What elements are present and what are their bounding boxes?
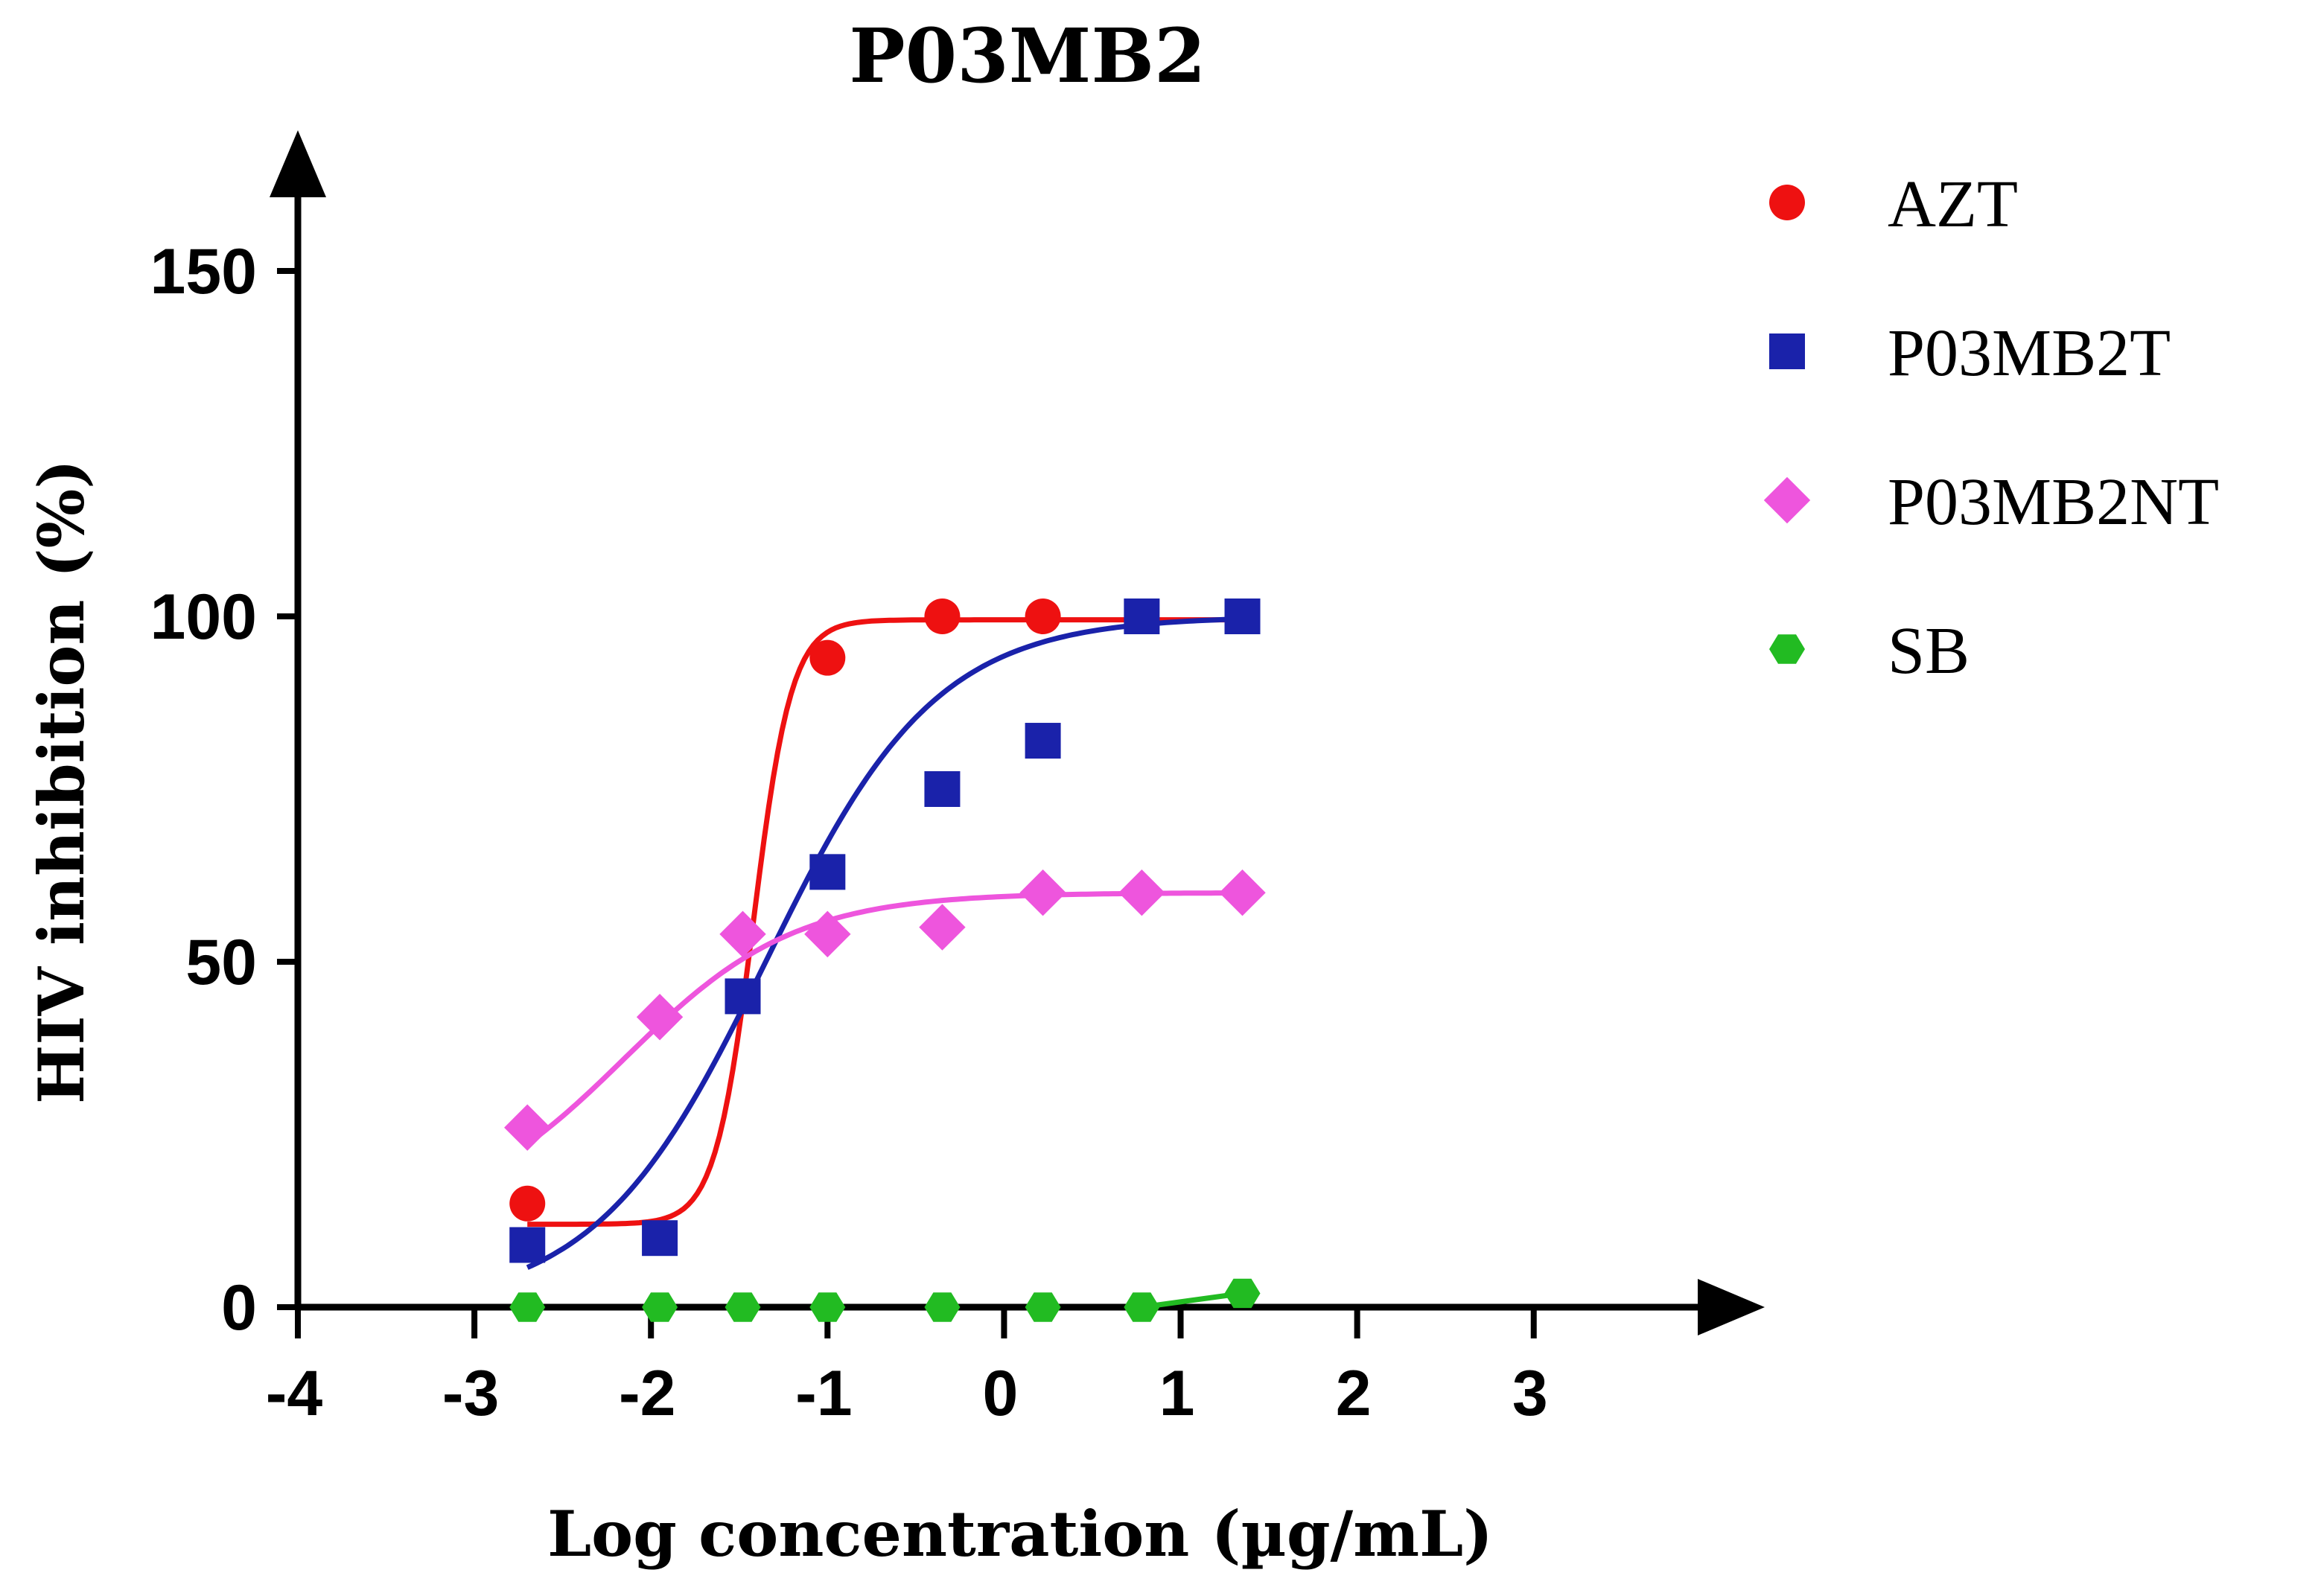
y-axis-arrow bbox=[270, 130, 326, 197]
data-point-sb bbox=[509, 1292, 546, 1322]
data-points bbox=[504, 598, 1266, 1322]
data-point-p03mb2nt bbox=[504, 1104, 551, 1151]
data-point-p03mb2t bbox=[725, 978, 761, 1015]
x-tick-label: -2 bbox=[619, 1358, 675, 1429]
data-point-sb bbox=[1224, 1278, 1261, 1309]
x-tick-label: 2 bbox=[1336, 1358, 1372, 1429]
fit-curve-p03mb2nt bbox=[526, 890, 1243, 1146]
data-point-p03mb2nt bbox=[1118, 869, 1165, 916]
data-point-sb bbox=[1025, 1292, 1061, 1322]
x-tick-label: -1 bbox=[795, 1358, 852, 1429]
fit-curve-sb bbox=[1141, 1290, 1243, 1310]
x-axis-arrow bbox=[1698, 1279, 1765, 1335]
data-point-sb bbox=[725, 1292, 761, 1322]
data-point-p03mb2t bbox=[509, 1227, 546, 1263]
data-point-p03mb2t bbox=[1124, 598, 1160, 634]
data-point-p03mb2t bbox=[1025, 723, 1061, 759]
data-point-sb bbox=[642, 1292, 678, 1322]
legend-label-sb: SB bbox=[1888, 614, 1970, 688]
x-axis-label: Log concentration (µg/mL) bbox=[547, 1497, 1493, 1571]
legend-marker-sb bbox=[1769, 634, 1805, 664]
y-tick-label: 50 bbox=[185, 927, 257, 998]
x-tick-label: -4 bbox=[266, 1358, 323, 1429]
axes: -4 -3 -2 -1 0 1 2 3 0 50 100 150 bbox=[150, 130, 1765, 1429]
y-tick-label: 100 bbox=[150, 581, 258, 653]
data-point-sb bbox=[809, 1292, 846, 1322]
data-point-p03mb2nt bbox=[1019, 869, 1066, 916]
legend-label-p03mb2t: P03MB2T bbox=[1888, 316, 2171, 390]
legend-marker-azt bbox=[1769, 185, 1805, 220]
data-point-p03mb2nt bbox=[719, 910, 766, 958]
data-point-p03mb2t bbox=[642, 1220, 678, 1257]
y-tick-label: 0 bbox=[221, 1272, 257, 1344]
data-point-sb bbox=[924, 1292, 961, 1322]
legend-label-azt: AZT bbox=[1888, 167, 2018, 241]
legend-marker-p03mb2t bbox=[1769, 333, 1805, 369]
x-tick-label: -3 bbox=[442, 1358, 499, 1429]
y-axis-label-group: HIV inhibition (%) bbox=[25, 459, 98, 1104]
data-point-azt bbox=[924, 598, 961, 634]
data-point-p03mb2nt bbox=[919, 904, 966, 951]
data-point-p03mb2nt bbox=[1219, 869, 1266, 916]
data-point-azt bbox=[809, 639, 846, 676]
y-tick-label: 150 bbox=[150, 236, 258, 307]
fit-curves bbox=[526, 616, 1243, 1310]
fit-curve-azt bbox=[527, 617, 1243, 1228]
fit-curve-p03mb2t bbox=[526, 616, 1243, 1270]
data-point-p03mb2nt bbox=[636, 994, 684, 1041]
y-axis-label: HIV inhibition (%) bbox=[25, 459, 98, 1104]
data-point-p03mb2t bbox=[924, 771, 961, 807]
x-tick-label: 1 bbox=[1159, 1358, 1195, 1429]
data-point-azt bbox=[509, 1185, 546, 1222]
legend-marker-p03mb2nt bbox=[1763, 476, 1811, 524]
data-point-azt bbox=[1025, 598, 1061, 634]
data-point-p03mb2t bbox=[809, 854, 846, 890]
data-point-p03mb2t bbox=[1224, 598, 1261, 634]
data-point-p03mb2nt bbox=[804, 910, 851, 958]
x-tick-label: 0 bbox=[982, 1358, 1018, 1429]
legend: AZT P03MB2T P03MB2NT SB bbox=[1763, 167, 2219, 688]
chart-title: P03MB2 bbox=[849, 12, 1206, 100]
legend-label-p03mb2nt: P03MB2NT bbox=[1888, 465, 2219, 539]
x-tick-label: 3 bbox=[1512, 1358, 1548, 1429]
data-point-sb bbox=[1124, 1292, 1160, 1322]
